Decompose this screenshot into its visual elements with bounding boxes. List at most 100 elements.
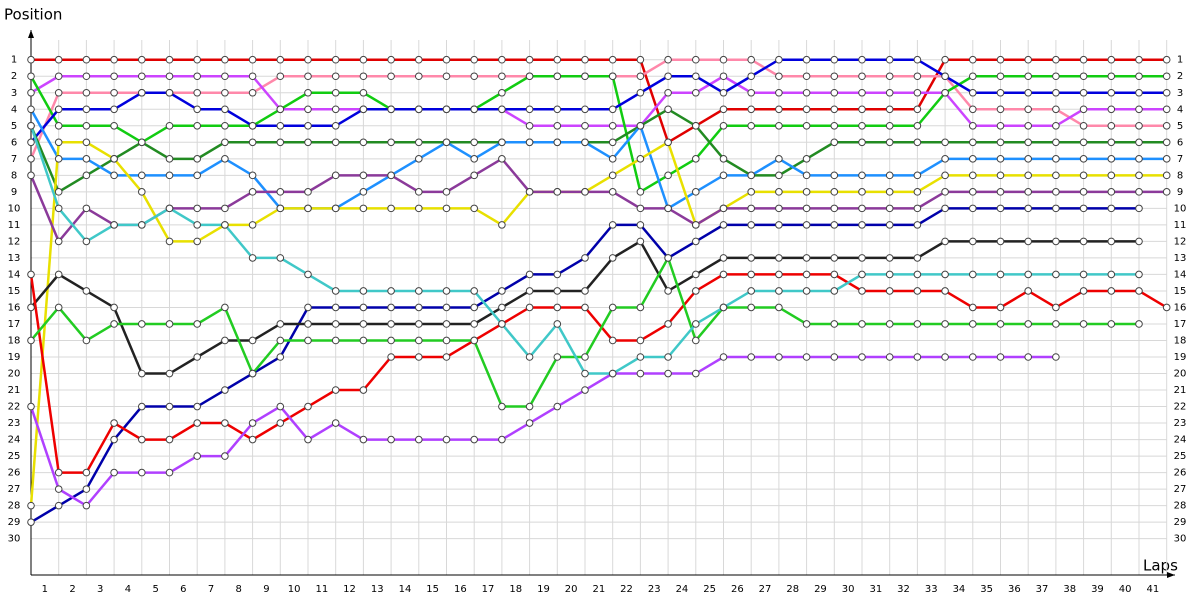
- lap-marker: [414, 188, 423, 196]
- lap-marker: [165, 121, 174, 130]
- lap-marker: [27, 336, 35, 345]
- lap-marker: [1162, 72, 1171, 81]
- lap-marker: [442, 435, 451, 444]
- x-tick-label: 18: [509, 584, 522, 595]
- lap-marker: [221, 72, 229, 81]
- lap-marker: [775, 55, 783, 64]
- lap-marker: [359, 435, 368, 444]
- x-tick-label: 36: [1008, 584, 1021, 595]
- lap-marker: [775, 287, 783, 295]
- lap-marker: [830, 204, 839, 213]
- lap-marker: [608, 105, 617, 114]
- lap-marker: [1052, 353, 1060, 361]
- lap-marker: [165, 171, 174, 180]
- lap-marker: [193, 155, 201, 163]
- lap-marker: [1162, 188, 1171, 196]
- lap-marker: [747, 254, 755, 262]
- lap-marker: [137, 55, 146, 64]
- lap-marker: [719, 72, 728, 81]
- lap-marker: [1107, 138, 1116, 147]
- lap-marker: [442, 55, 451, 64]
- lap-marker: [470, 138, 478, 147]
- lap-marker: [110, 105, 118, 114]
- lap-marker: [1024, 155, 1032, 163]
- lap-marker: [719, 221, 728, 229]
- lap-marker: [54, 105, 63, 114]
- lap-marker: [885, 270, 894, 279]
- lap-marker: [82, 138, 91, 147]
- lap-marker: [304, 72, 312, 81]
- x-tick-label: 8: [236, 584, 242, 595]
- lap-marker: [442, 353, 451, 361]
- lap-marker: [110, 468, 118, 477]
- lap-marker: [27, 121, 35, 130]
- y-tick-label: 4: [1177, 104, 1183, 115]
- lap-marker: [941, 287, 949, 295]
- lap-marker: [331, 204, 340, 213]
- x-tick-label: 11: [315, 584, 328, 595]
- x-tick-label: 24: [676, 584, 689, 595]
- lap-marker: [359, 138, 368, 147]
- lap-marker: [830, 138, 839, 147]
- lap-marker: [1135, 237, 1143, 246]
- lap-marker: [1052, 138, 1060, 147]
- lap-marker: [304, 303, 312, 312]
- lap-marker: [387, 353, 395, 361]
- lap-marker: [54, 88, 63, 97]
- lap-marker: [137, 138, 146, 147]
- lap-marker: [830, 270, 839, 279]
- x-tick-label: 40: [1119, 584, 1132, 595]
- lap-marker: [442, 336, 451, 345]
- lap-marker: [913, 105, 922, 114]
- lap-marker: [885, 55, 894, 64]
- lap-marker: [248, 55, 257, 64]
- lap-marker: [27, 138, 35, 147]
- x-tick-label: 25: [703, 584, 716, 595]
- lap-marker: [221, 419, 229, 427]
- lap-marker: [110, 221, 118, 229]
- lap-marker: [1079, 171, 1088, 180]
- lap-marker: [359, 171, 368, 180]
- lap-marker: [968, 270, 977, 279]
- y-tick-label: 16: [8, 302, 21, 313]
- lap-marker: [1024, 55, 1032, 64]
- lap-marker: [719, 303, 728, 312]
- lap-marker: [276, 105, 285, 114]
- lap-marker: [1052, 155, 1060, 163]
- lap-marker: [27, 55, 35, 64]
- lap-marker: [27, 270, 35, 279]
- lap-marker: [858, 121, 866, 130]
- lap-marker: [885, 138, 894, 147]
- y-tick-label: 30: [1174, 534, 1187, 545]
- series-line: [29, 108, 1167, 211]
- lap-marker: [1107, 287, 1116, 295]
- lap-marker: [664, 88, 672, 97]
- lap-marker: [359, 105, 368, 114]
- lap-marker: [54, 237, 63, 246]
- lap-marker: [525, 138, 534, 147]
- lap-marker: [1135, 188, 1143, 196]
- lap-marker: [1162, 88, 1171, 97]
- lap-marker: [608, 155, 617, 163]
- axis-arrow: [28, 30, 34, 38]
- lap-marker: [996, 353, 1005, 361]
- lap-marker: [691, 72, 700, 81]
- lap-marker: [276, 254, 285, 262]
- y-tick-label: 6: [11, 137, 17, 148]
- lap-marker: [719, 88, 728, 97]
- lap-marker: [110, 320, 118, 328]
- lap-marker: [747, 287, 755, 295]
- lap-marker: [553, 55, 562, 64]
- lap-marker: [553, 303, 562, 312]
- lap-marker: [331, 320, 340, 328]
- lap-marker: [165, 468, 174, 477]
- lap-marker: [996, 105, 1005, 114]
- lap-marker: [1079, 121, 1088, 130]
- lap-marker: [858, 72, 866, 81]
- y-tick-label: 21: [1174, 385, 1187, 396]
- lap-marker: [470, 435, 478, 444]
- lap-marker: [221, 88, 229, 97]
- lap-marker: [442, 105, 451, 114]
- lap-marker: [1079, 105, 1088, 114]
- x-tick-label: 5: [152, 584, 158, 595]
